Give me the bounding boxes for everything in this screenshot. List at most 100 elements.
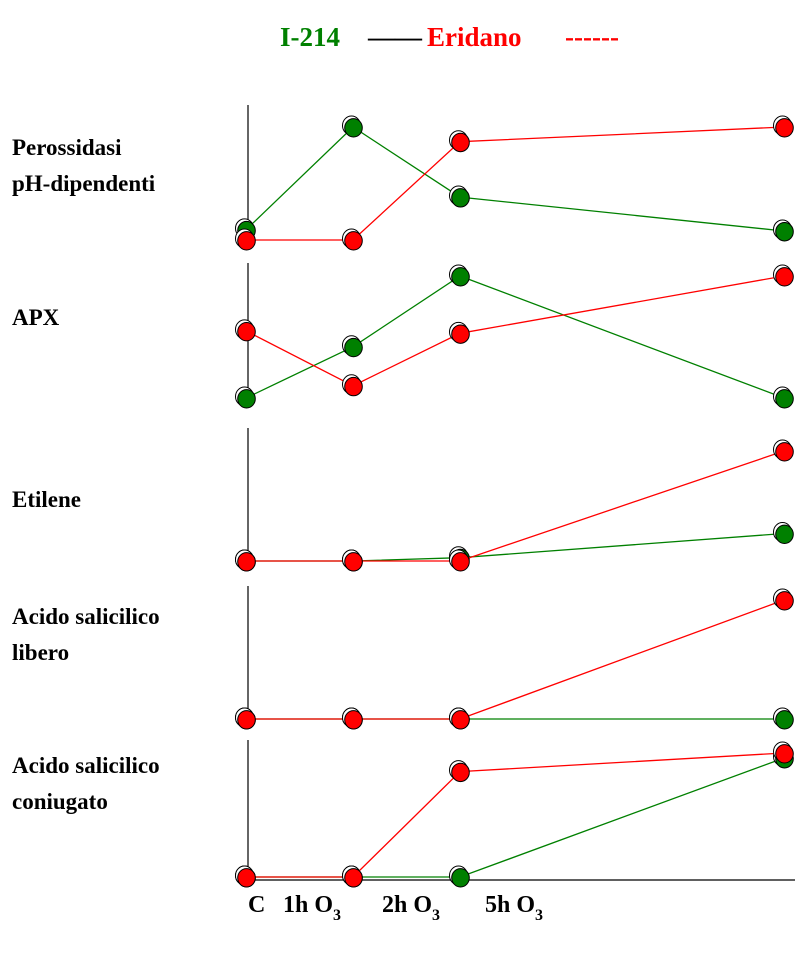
marker-dot — [775, 442, 794, 462]
x-axis-tick-labels: C 1h O3 2h O3 5h O3 — [248, 892, 543, 924]
panel-1-series-2-point-4 — [773, 115, 794, 138]
panel-2-series-2 — [235, 264, 794, 397]
marker-dot — [344, 710, 363, 730]
panel-4-series-2-point-4 — [773, 588, 794, 611]
panel-5-series-1-line — [246, 757, 785, 878]
x-tick-label-3: 2h O3 — [382, 892, 440, 924]
panel-3-series-2 — [235, 439, 794, 572]
marker-dot — [451, 868, 470, 888]
panel-1-series-1-point-4 — [773, 219, 794, 242]
marker-dot — [775, 222, 794, 242]
panel-4-series-2-point-3 — [449, 707, 470, 730]
panel-4-series-2-line — [246, 599, 785, 720]
marker-dot — [237, 389, 256, 409]
panel-1-series-1-point-3 — [449, 185, 470, 208]
panel-3-series-2-point-1 — [235, 549, 256, 572]
marker-dot — [237, 322, 256, 342]
marker-dot — [344, 231, 363, 251]
marker-dot — [344, 337, 363, 358]
marker-dot — [451, 710, 470, 730]
panel-1-series-1-point-2 — [342, 115, 363, 138]
panel-1-series-2-point-3 — [449, 130, 470, 153]
panel-5-label-line-1: Acido salicilico — [12, 753, 160, 778]
panel-2-series-2-line — [245, 275, 785, 387]
marker-dot — [451, 188, 470, 208]
marker-dot — [344, 118, 363, 138]
panel-1-label-line-2: pH-dipendenti — [12, 171, 156, 196]
panel-5-series-2 — [235, 741, 794, 888]
panel-3-label-line-1: Etilene — [12, 487, 81, 512]
marker-dot — [775, 389, 794, 409]
marker-dot — [775, 524, 794, 544]
marker-dot — [775, 118, 794, 138]
panel-3-series-2-line — [246, 450, 785, 562]
panel-2-series-1-point-1 — [235, 386, 256, 409]
panel-4-series-2 — [235, 588, 794, 730]
panel-1-series-2-point-1 — [235, 228, 256, 251]
marker-dot — [237, 552, 256, 572]
panel-2-series-1-point-2 — [342, 335, 363, 358]
panel-4-label-line-2: libero — [12, 640, 69, 665]
legend-series-1-marker: —— — [367, 22, 423, 52]
panel-4: Acido salicilico libero — [12, 586, 794, 730]
panels-group: Perossidasi pH-dipendenti APX Etilene Acido … — [12, 105, 795, 888]
marker-dot — [451, 267, 470, 287]
panel-1-series-1-line — [245, 126, 785, 232]
panel-5-series-2-line — [246, 752, 785, 878]
marker-dot — [451, 552, 470, 572]
x-tick-label-4: 5h O3 — [485, 892, 543, 924]
panel-2-series-1-point-4 — [773, 386, 794, 409]
panel-1-series-2-line — [246, 126, 785, 241]
panel-2-series-1-line — [245, 275, 785, 399]
marker-dot — [775, 710, 794, 730]
marker-dot — [344, 868, 363, 888]
panel-3-series-1 — [235, 522, 794, 572]
panel-4-series-1-point-4 — [773, 707, 794, 730]
x-tick-label-1: C — [248, 892, 265, 918]
marker-dot — [344, 552, 363, 572]
marker-dot — [237, 868, 256, 888]
marker-dot — [775, 744, 794, 764]
marker-dot — [237, 231, 256, 251]
marker-dot — [344, 376, 363, 397]
legend-series-1-name: I-214 — [280, 22, 340, 52]
panel-1-series-2-point-2 — [342, 228, 363, 251]
panel-5-series-2-point-4 — [773, 741, 794, 764]
panel-1-series-1 — [235, 115, 794, 242]
legend-series-2-marker: ------ — [565, 22, 619, 52]
panel-3-series-1-line — [246, 532, 785, 562]
panel-2-series-1 — [235, 264, 794, 409]
panel-3-series-1-point-4 — [773, 522, 794, 544]
panel-2-series-2-point-3 — [449, 321, 470, 344]
panel-2-series-1-point-3 — [449, 264, 470, 287]
marker-dot — [775, 267, 794, 287]
panel-2-series-2-point-4 — [773, 264, 794, 287]
x-tick-label-2: 1h O3 — [283, 892, 341, 924]
marker-dot — [451, 132, 470, 153]
panel-4-label-line-1: Acido salicilico — [12, 604, 160, 629]
legend: I-214 —— Eridano ------ — [280, 22, 619, 52]
panel-2-series-2-point-1 — [235, 319, 256, 342]
panel-5-series-2-point-3 — [449, 760, 470, 783]
panel-2-series-2-point-2 — [342, 374, 363, 397]
panel-3-series-2-point-3 — [449, 549, 470, 572]
panel-5-series-2-point-2 — [342, 865, 363, 888]
panel-5: Acido salicilico coniugato — [12, 740, 795, 888]
panel-5-series-1-point-3 — [449, 865, 470, 888]
panel-4-series-2-point-2 — [342, 707, 363, 730]
panel-2: APX — [12, 263, 794, 409]
panel-4-series-2-point-1 — [235, 707, 256, 730]
panel-3-series-2-point-4 — [773, 439, 794, 462]
panel-5-series-2-point-1 — [235, 865, 256, 888]
marker-dot — [775, 591, 794, 611]
panel-2-label-line-1: APX — [12, 305, 60, 330]
marker-dot — [237, 710, 256, 730]
panel-3: Etilene — [12, 428, 794, 572]
legend-series-2-name: Eridano — [427, 22, 522, 52]
panel-3-series-2-point-2 — [342, 549, 363, 572]
panel-1-label-line-1: Perossidasi — [12, 135, 122, 160]
marker-dot — [451, 762, 470, 783]
panel-1: Perossidasi pH-dipendenti — [12, 105, 794, 251]
marker-dot — [451, 324, 470, 344]
